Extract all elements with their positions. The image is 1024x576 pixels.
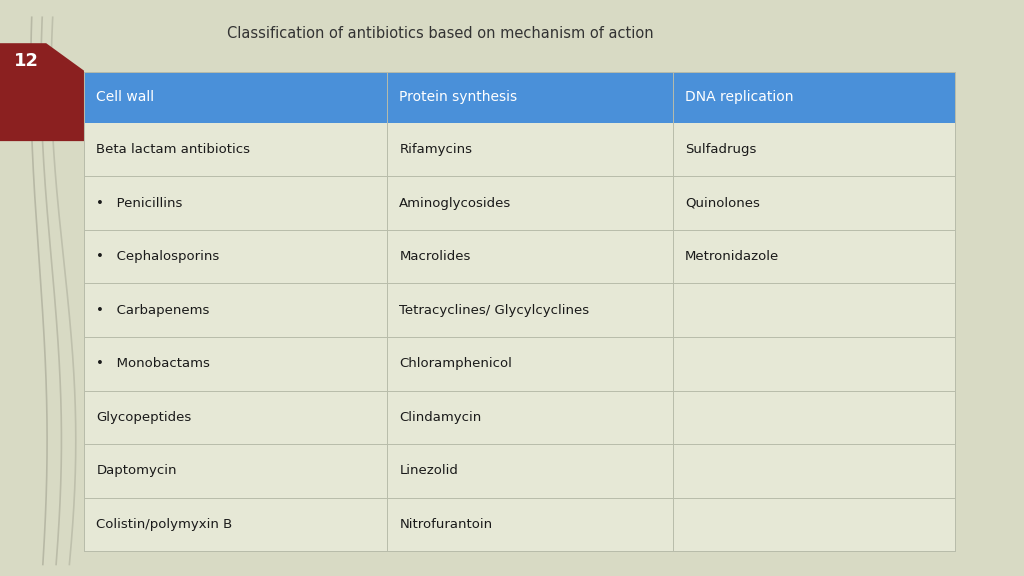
Text: Clindamycin: Clindamycin [399,411,481,424]
Text: Glycopeptides: Glycopeptides [96,411,191,424]
Text: Metronidazole: Metronidazole [685,250,779,263]
Text: 12: 12 [14,52,39,70]
Text: Protein synthesis: Protein synthesis [399,90,517,104]
Polygon shape [0,43,84,141]
Text: Macrolides: Macrolides [399,250,471,263]
Text: Daptomycin: Daptomycin [96,464,177,478]
Text: •   Monobactams: • Monobactams [96,357,210,370]
Text: Sulfadrugs: Sulfadrugs [685,143,757,156]
Text: Tetracyclines/ Glycylcyclines: Tetracyclines/ Glycylcyclines [399,304,590,317]
Bar [84,72,955,551]
Bar [84,72,955,551]
Text: Quinolones: Quinolones [685,196,760,210]
Text: Nitrofurantoin: Nitrofurantoin [399,518,493,531]
Text: Classification of antibiotics based on mechanism of action: Classification of antibiotics based on m… [227,26,653,41]
Text: Beta lactam antibiotics: Beta lactam antibiotics [96,143,250,156]
Text: Linezolid: Linezolid [399,464,458,478]
Text: Cell wall: Cell wall [96,90,155,104]
Text: Rifamycins: Rifamycins [399,143,472,156]
Text: •   Carbapenems: • Carbapenems [96,304,210,317]
Text: Colistin/polymyxin B: Colistin/polymyxin B [96,518,232,531]
Text: Chloramphenicol: Chloramphenicol [399,357,512,370]
Text: DNA replication: DNA replication [685,90,794,104]
Text: •   Cephalosporins: • Cephalosporins [96,250,219,263]
Text: •   Penicillins: • Penicillins [96,196,182,210]
Bar [84,72,955,123]
Text: Aminoglycosides: Aminoglycosides [399,196,512,210]
